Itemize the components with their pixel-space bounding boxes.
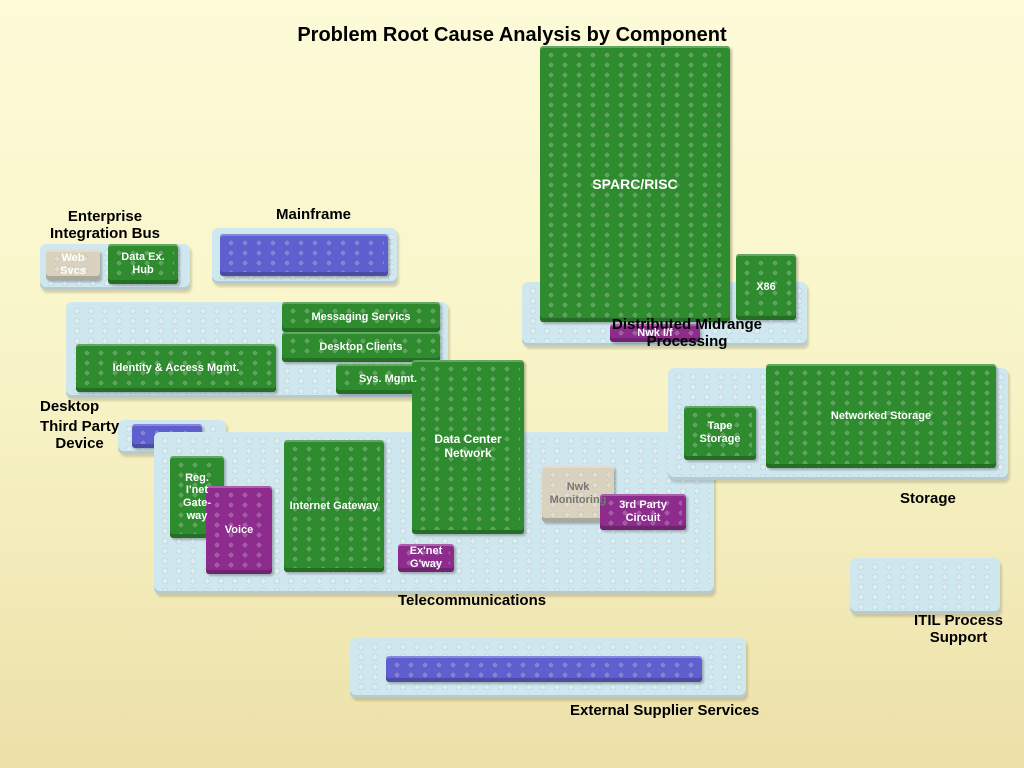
brick-label: Voice (225, 524, 254, 537)
brick-telecommunications-3: Ex'net G'way (398, 544, 454, 572)
platform-itil-process-support (850, 558, 1000, 614)
brick-label: Internet Gateway (290, 500, 379, 513)
brick-storage-1: Networked Storage (766, 364, 996, 468)
brick-label: SPARC/RISC (592, 176, 677, 192)
brick-label: Data Ex. Hub (112, 251, 174, 276)
brick-label: Messaging Servics (311, 311, 410, 324)
caption-mainframe: Mainframe (276, 206, 351, 223)
brick-label: Web Svcs (50, 252, 96, 277)
caption-enterprise-integration-bus: EnterpriseIntegration Bus (50, 208, 160, 243)
brick-label: 3rd Party Circuit (604, 499, 682, 524)
brick-telecommunications-2: Internet Gateway (284, 440, 384, 572)
brick-desktop-1: Messaging Servics (282, 302, 440, 332)
brick-label: Desktop Clients (319, 341, 402, 354)
brick-distributed-midrange-1: X86 (736, 254, 796, 320)
caption-storage: Storage (900, 490, 956, 507)
brick-label: Tape Storage (688, 420, 752, 445)
caption-desktop: Desktop (40, 398, 99, 415)
brick-enterprise-integration-bus-0: Web Svcs (46, 250, 100, 280)
brick-distributed-midrange-0: SPARC/RISC (540, 46, 730, 322)
brick-storage-0: Tape Storage (684, 406, 756, 460)
brick-label: Networked Storage (831, 410, 931, 423)
brick-label: Nwk Monitoring (546, 481, 610, 506)
brick-desktop-0: Identity & Access Mgmt. (76, 344, 276, 392)
brick-label: Ex'net G'way (402, 545, 450, 570)
brick-telecommunications-6: 3rd Party Circuit (600, 494, 686, 530)
brick-label: Sys. Mgmt. (359, 373, 417, 386)
brick-label: Reg. I'net Gate-way (174, 472, 220, 523)
brick-enterprise-integration-bus-1: Data Ex. Hub (108, 244, 178, 284)
brick-mainframe-0 (220, 234, 388, 276)
brick-telecommunications-4: Data Center Network (412, 360, 524, 534)
caption-itil-process-support: ITIL ProcessSupport (914, 612, 1003, 647)
caption-third-party-device: Third PartyDevice (40, 418, 119, 453)
brick-desktop-2: Desktop Clients (282, 332, 440, 362)
caption-telecommunications: Telecommunications (398, 592, 546, 609)
caption-distributed-midrange: Distributed MidrangeProcessing (612, 316, 762, 351)
diagram-scene: Web Svcs Data Ex. Hub EnterpriseIntegratio… (0, 0, 1024, 768)
brick-label: X86 (756, 281, 776, 294)
caption-external-supplier-services: External Supplier Services (570, 702, 759, 719)
brick-label: Identity & Access Mgmt. (113, 362, 240, 375)
brick-label: Data Center Network (416, 433, 520, 461)
brick-label: Nwk I/f (637, 327, 672, 340)
brick-external-supplier-services-0 (386, 656, 702, 682)
